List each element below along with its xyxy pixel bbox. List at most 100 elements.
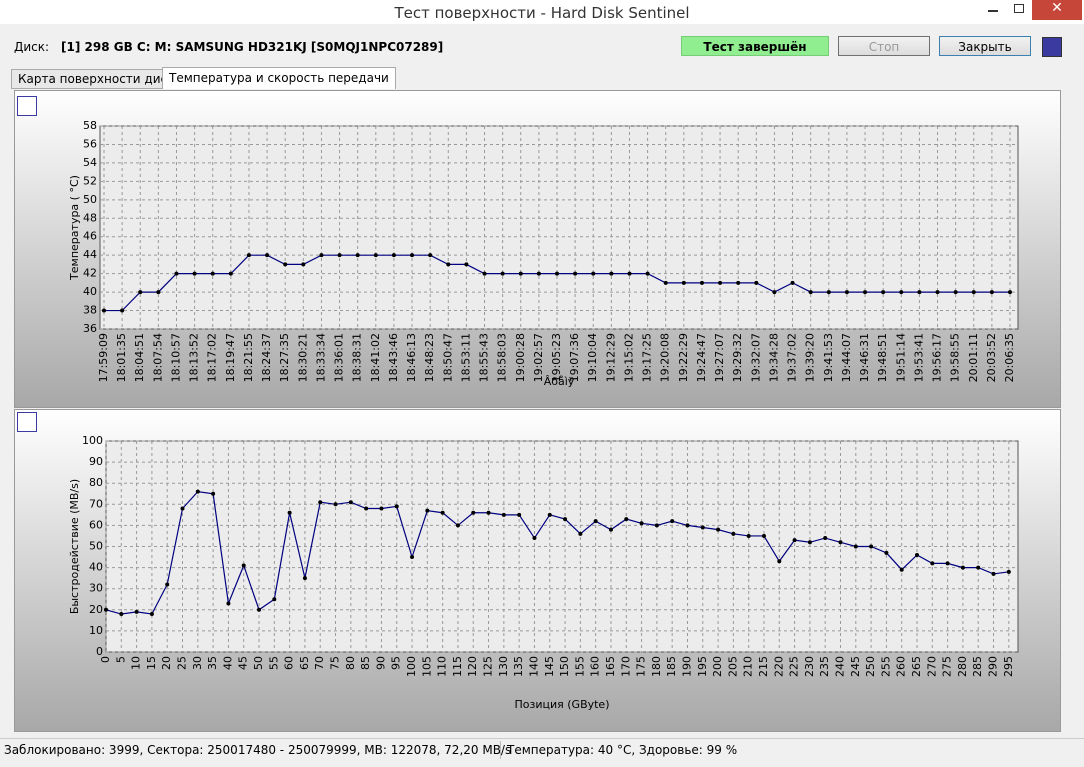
y-tick-label: 30: [89, 582, 103, 595]
data-point: [609, 271, 614, 276]
disk-name: [1] 298 GB C: M: SAMSUNG HD321KJ [S0MQJ1…: [61, 40, 444, 54]
data-point: [104, 607, 108, 612]
data-point: [976, 565, 981, 570]
y-tick-label: 52: [83, 174, 97, 187]
x-tick-label: 35: [206, 656, 219, 670]
save-icon[interactable]: [1042, 37, 1062, 57]
data-point: [869, 544, 874, 549]
x-tick-label: 18:19:47: [224, 333, 237, 382]
x-tick-label: 18:48:23: [423, 333, 436, 382]
close-window-button[interactable]: ✕: [1032, 0, 1082, 20]
data-point: [518, 271, 523, 276]
separator: [500, 741, 501, 759]
data-point: [645, 271, 650, 276]
data-point: [120, 308, 125, 313]
window-title: Тест поверхности - Hard Disk Sentinel: [394, 4, 690, 22]
data-point: [627, 271, 632, 276]
y-tick-label: 56: [83, 137, 97, 150]
y-tick-label: 44: [83, 248, 97, 261]
x-tick-label: 70: [313, 656, 326, 670]
y-axis-label: Быстродействие (MB/s): [68, 479, 81, 614]
data-point: [670, 519, 675, 524]
data-point: [532, 536, 537, 541]
x-axis-label: Âðåìÿ: [544, 375, 575, 388]
data-point: [593, 519, 598, 524]
x-tick-label: 25: [176, 656, 189, 670]
x-tick-label: 270: [925, 656, 938, 677]
x-tick-label: 18:01:35: [115, 333, 128, 382]
x-tick-label: 19:34:28: [767, 333, 780, 382]
data-point: [272, 597, 277, 602]
x-tick-label: 125: [482, 656, 495, 677]
data-point: [246, 253, 251, 258]
data-point: [482, 271, 487, 276]
data-line: [105, 491, 1009, 615]
x-tick-label: 110: [436, 656, 449, 677]
data-point: [578, 531, 583, 536]
x-tick-label: 19:41:53: [822, 333, 835, 382]
x-tick-label: 275: [941, 656, 954, 677]
y-axis-label: Температура ( °C): [68, 175, 81, 281]
x-tick-label: 19:29:32: [731, 333, 744, 382]
data-point: [971, 290, 976, 295]
data-point: [500, 271, 505, 276]
data-point: [685, 523, 690, 528]
save-icon[interactable]: [17, 412, 37, 432]
x-tick-label: 210: [742, 656, 755, 677]
data-point: [355, 253, 360, 258]
x-tick-label: 18:55:43: [478, 333, 491, 382]
x-tick-label: 0: [99, 656, 112, 663]
data-point: [716, 527, 721, 532]
data-point: [761, 533, 766, 538]
x-axis-label: Позиция (GByte): [515, 698, 610, 711]
x-tick-label: 18:04:51: [133, 333, 146, 382]
data-point: [853, 544, 858, 549]
x-tick-label: 19:07:36: [568, 333, 581, 382]
data-point: [1006, 569, 1011, 574]
x-tick-label: 85: [359, 656, 372, 670]
data-point: [555, 271, 559, 276]
x-tick-label: 220: [772, 656, 785, 677]
status-text: Заблокировано: 3999, Сектора: 250017480 …: [4, 743, 512, 757]
y-tick-label: 50: [89, 540, 103, 553]
x-tick-label: 18:33:34: [314, 333, 327, 382]
data-point: [991, 571, 996, 576]
x-tick-label: 18:38:31: [351, 333, 364, 382]
x-tick-label: 19:53:41: [912, 333, 925, 382]
data-point: [517, 512, 522, 517]
x-tick-label: 90: [374, 656, 387, 670]
y-tick-label: 10: [89, 624, 103, 637]
save-icon[interactable]: [17, 96, 37, 116]
data-point: [195, 489, 200, 494]
y-tick-label: 70: [89, 497, 103, 510]
x-tick-label: 19:39:20: [804, 333, 817, 382]
data-point: [663, 280, 668, 285]
maximize-button[interactable]: [1006, 0, 1032, 20]
data-point: [1008, 290, 1012, 295]
x-tick-label: 120: [466, 656, 479, 677]
x-tick-label: 18:24:37: [260, 333, 273, 382]
data-point: [608, 527, 613, 532]
data-point: [915, 552, 920, 557]
data-point: [165, 582, 170, 587]
data-point: [772, 290, 777, 295]
minimize-button[interactable]: [980, 0, 1006, 20]
y-tick-label: 46: [83, 230, 97, 243]
data-point: [287, 510, 292, 515]
x-tick-label: 250: [864, 656, 877, 677]
data-point: [192, 271, 197, 276]
tab[interactable]: Карта поверхности диска: [11, 69, 189, 89]
x-tick-label: 170: [619, 656, 632, 677]
x-tick-label: 255: [879, 656, 892, 677]
x-tick-label: 19:56:17: [931, 333, 944, 382]
data-point: [917, 290, 922, 295]
x-tick-label: 20:01:11: [967, 333, 980, 382]
data-point: [337, 253, 342, 258]
tab-active[interactable]: Температура и скорость передачи: [162, 67, 396, 89]
close-button[interactable]: Закрыть: [939, 36, 1031, 56]
data-point: [718, 280, 723, 285]
stop-button[interactable]: Стоп: [838, 36, 930, 56]
data-point: [838, 540, 843, 545]
icon: [1014, 4, 1024, 13]
